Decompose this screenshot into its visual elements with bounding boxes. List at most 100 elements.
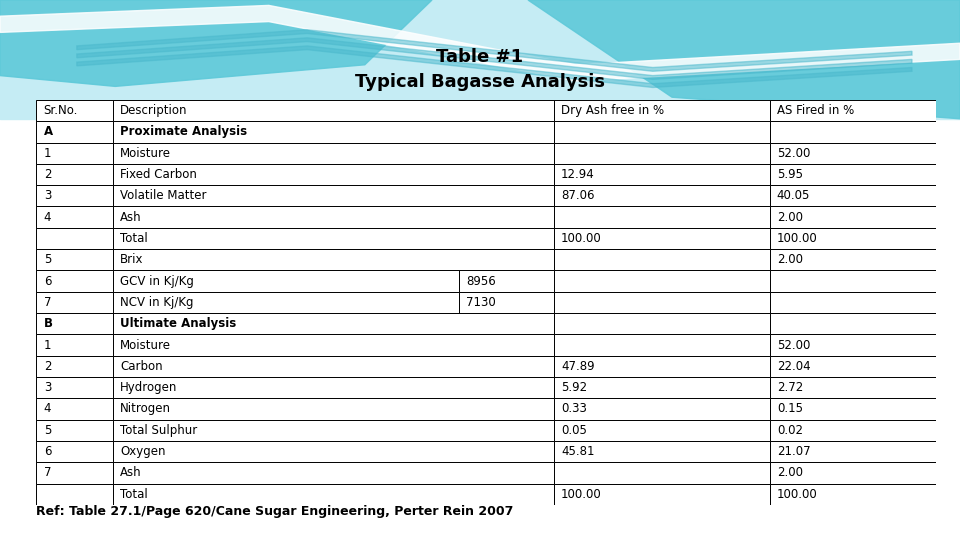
Bar — [770, 356, 936, 377]
Text: 1: 1 — [43, 339, 51, 352]
Bar — [36, 484, 113, 505]
Text: Volatile Matter: Volatile Matter — [120, 190, 206, 202]
Bar — [554, 271, 770, 292]
Bar — [554, 484, 770, 505]
Text: Sr.No.: Sr.No. — [43, 104, 78, 117]
Text: Total: Total — [120, 232, 148, 245]
Bar — [770, 441, 936, 462]
Bar — [36, 313, 113, 334]
Bar — [554, 143, 770, 164]
Text: Table #1: Table #1 — [437, 48, 523, 66]
Bar — [36, 441, 113, 462]
Text: Brix: Brix — [120, 253, 144, 266]
Bar — [113, 462, 554, 484]
Bar — [770, 377, 936, 399]
Text: 47.89: 47.89 — [561, 360, 594, 373]
Text: Moisture: Moisture — [120, 339, 171, 352]
Bar — [770, 143, 936, 164]
Bar — [36, 164, 113, 185]
Bar — [36, 399, 113, 420]
Text: 4: 4 — [43, 211, 51, 224]
Text: Dry Ash free in %: Dry Ash free in % — [561, 104, 664, 117]
Text: 100.00: 100.00 — [561, 488, 602, 501]
Bar — [554, 334, 770, 356]
Bar — [554, 292, 770, 313]
Text: Ash: Ash — [120, 211, 142, 224]
Polygon shape — [77, 38, 912, 79]
Bar — [113, 313, 554, 334]
Polygon shape — [77, 30, 912, 71]
Text: Nitrogen: Nitrogen — [120, 402, 171, 415]
Bar — [113, 249, 554, 271]
Text: 87.06: 87.06 — [561, 190, 594, 202]
Bar — [770, 420, 936, 441]
Text: 5: 5 — [43, 424, 51, 437]
Text: Total Sulphur: Total Sulphur — [120, 424, 198, 437]
Text: Moisture: Moisture — [120, 147, 171, 160]
Text: AS Fired in %: AS Fired in % — [777, 104, 854, 117]
Bar — [554, 249, 770, 271]
Bar — [36, 292, 113, 313]
Text: 45.81: 45.81 — [561, 445, 594, 458]
Bar — [113, 100, 554, 121]
Bar — [554, 206, 770, 228]
Text: 2.72: 2.72 — [777, 381, 803, 394]
Bar — [554, 164, 770, 185]
Text: Proximate Analysis: Proximate Analysis — [120, 125, 248, 138]
Bar — [113, 185, 554, 206]
Bar — [770, 228, 936, 249]
Text: 40.05: 40.05 — [777, 190, 810, 202]
Bar — [770, 164, 936, 185]
Bar — [113, 271, 459, 292]
Bar — [113, 377, 554, 399]
Bar — [554, 399, 770, 420]
Text: 3: 3 — [43, 381, 51, 394]
Bar — [554, 441, 770, 462]
Text: 6: 6 — [43, 445, 51, 458]
Text: 0.05: 0.05 — [561, 424, 587, 437]
Bar — [554, 420, 770, 441]
Text: 2: 2 — [43, 168, 51, 181]
Text: Ref: Table 27.1/Page 620/Cane Sugar Engineering, Perter Rein 2007: Ref: Table 27.1/Page 620/Cane Sugar Engi… — [36, 505, 514, 518]
Bar — [113, 228, 554, 249]
Bar — [36, 185, 113, 206]
Bar — [770, 484, 936, 505]
Bar — [554, 313, 770, 334]
Text: 12.94: 12.94 — [561, 168, 594, 181]
Text: 7130: 7130 — [467, 296, 496, 309]
Bar — [36, 100, 113, 121]
Bar — [36, 249, 113, 271]
Text: 5.92: 5.92 — [561, 381, 587, 394]
Bar — [554, 377, 770, 399]
Text: 100.00: 100.00 — [561, 232, 602, 245]
Text: 21.07: 21.07 — [777, 445, 810, 458]
Bar — [113, 484, 554, 505]
Bar — [36, 121, 113, 143]
Bar — [113, 121, 554, 143]
Bar — [554, 462, 770, 484]
Bar — [770, 249, 936, 271]
Bar — [113, 420, 554, 441]
Text: 100.00: 100.00 — [777, 232, 818, 245]
Bar — [113, 356, 554, 377]
Bar — [36, 143, 113, 164]
Bar — [554, 100, 770, 121]
Text: 6: 6 — [43, 274, 51, 288]
Text: 22.04: 22.04 — [777, 360, 810, 373]
Bar — [770, 313, 936, 334]
Text: 0.02: 0.02 — [777, 424, 803, 437]
Bar — [36, 271, 113, 292]
Bar — [36, 334, 113, 356]
Text: 0.15: 0.15 — [777, 402, 803, 415]
Bar — [459, 292, 554, 313]
Text: Hydrogen: Hydrogen — [120, 381, 178, 394]
Bar — [554, 121, 770, 143]
Text: 5: 5 — [43, 253, 51, 266]
Text: 52.00: 52.00 — [777, 339, 810, 352]
Polygon shape — [0, 5, 960, 81]
Text: 7: 7 — [43, 467, 51, 480]
Bar — [36, 420, 113, 441]
Bar — [0, 0, 960, 119]
Text: 3: 3 — [43, 190, 51, 202]
Text: Oxygen: Oxygen — [120, 445, 166, 458]
